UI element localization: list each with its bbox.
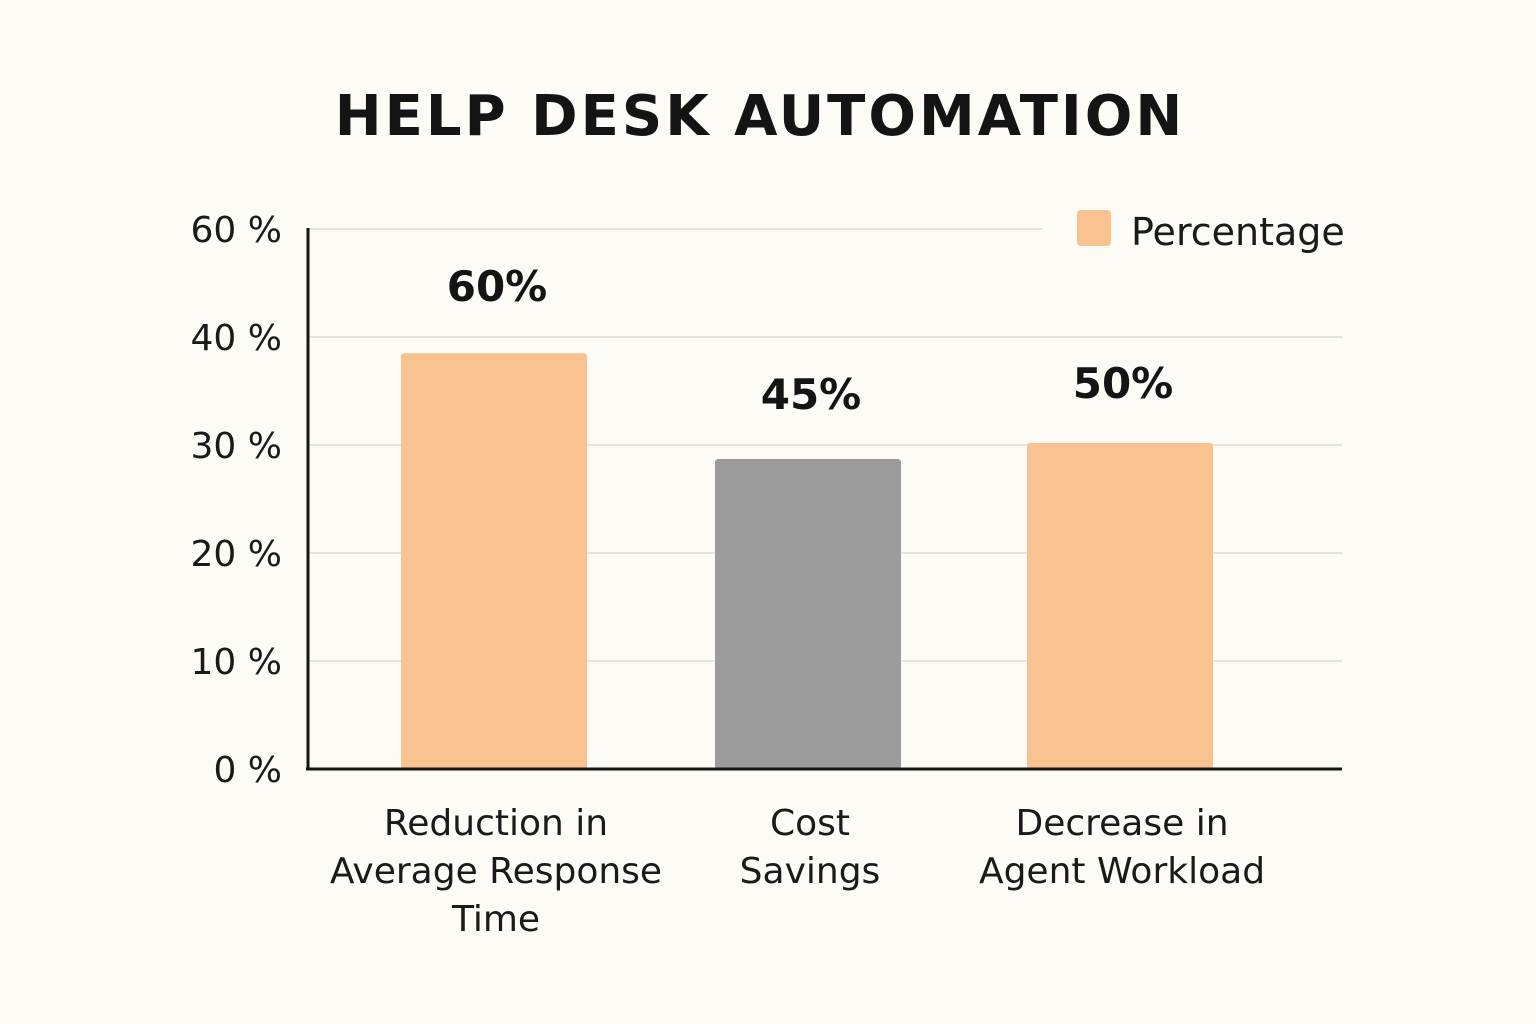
- chart-title: HELP DESK AUTOMATION: [335, 84, 1185, 149]
- category-label-line: Cost: [770, 803, 850, 844]
- y-tick-label: 10 %: [191, 642, 282, 683]
- y-axis-ticks: 0 % 10 % 20 % 30 % 40 % 60 %: [191, 210, 282, 791]
- data-label-0: 60%: [447, 262, 548, 311]
- legend: Percentage: [1077, 210, 1345, 254]
- category-label-line: Time: [451, 899, 540, 940]
- y-tick-label: 60 %: [191, 210, 282, 251]
- data-label-2: 50%: [1073, 359, 1174, 408]
- bar-0: [401, 353, 587, 769]
- legend-label: Percentage: [1131, 210, 1345, 254]
- x-axis-categories: Reduction in Average Response Time Cost Savi…: [330, 803, 1265, 940]
- y-tick-label: 20 %: [191, 534, 282, 575]
- bar-2: [1027, 442, 1213, 769]
- category-label-line: Agent Workload: [979, 851, 1265, 892]
- legend-swatch: [1077, 210, 1111, 246]
- bar-1: [715, 459, 901, 769]
- category-label-line: Average Response: [330, 851, 662, 892]
- category-label-0: Reduction in Average Response Time: [330, 803, 662, 940]
- category-label-2: Decrease in Agent Workload: [979, 803, 1265, 892]
- category-label-line: Reduction in: [384, 803, 608, 844]
- y-tick-label: 0 %: [213, 750, 282, 791]
- data-labels: 60% 45% 50%: [447, 262, 1174, 419]
- y-tick-label: 40 %: [191, 318, 282, 359]
- data-label-1: 45%: [761, 370, 862, 419]
- category-label-1: Cost Savings: [740, 803, 881, 892]
- bars: [401, 353, 1213, 769]
- category-label-line: Decrease in: [1015, 803, 1228, 844]
- y-tick-label: 30 %: [191, 426, 282, 467]
- category-label-line: Savings: [740, 851, 881, 892]
